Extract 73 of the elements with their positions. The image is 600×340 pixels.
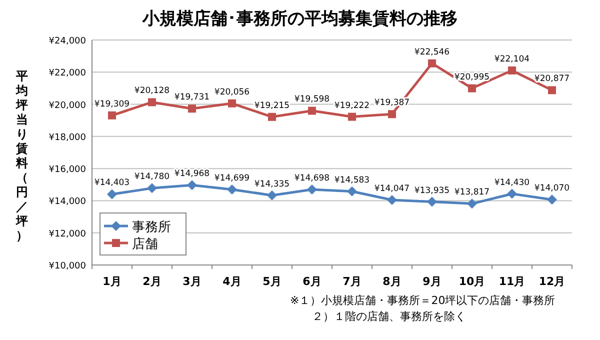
text: 平均坪当り賃料（円／坪）	[16, 69, 28, 242]
data-label: ¥14,430	[494, 178, 530, 188]
y-tick-label: ¥18,000	[48, 132, 86, 143]
x-tick-label: 7月	[342, 275, 362, 288]
data-label: ¥14,699	[214, 173, 250, 184]
legend-label: 店舗	[132, 236, 158, 252]
data-label: ¥14,070	[534, 184, 570, 194]
data-label: ¥20,877	[534, 74, 570, 84]
point	[108, 111, 116, 120]
x-tick-label: 11月	[498, 275, 526, 288]
x-tick-label: 1月	[102, 275, 122, 288]
data-label: ¥20,056	[214, 87, 250, 98]
point	[548, 86, 556, 94]
chart-title: 小規模店舗･事務所の平均募集賃料の推移	[142, 9, 458, 29]
point	[427, 196, 437, 207]
data-label: ¥20,995	[454, 72, 490, 82]
x-tick-label: 9月	[422, 275, 442, 288]
point	[268, 112, 276, 121]
data-label: ¥19,222	[334, 100, 370, 111]
point	[228, 99, 236, 108]
y-tick-label: ¥14,000	[48, 197, 86, 208]
point	[147, 183, 157, 194]
point	[467, 198, 477, 209]
x-tick-label: 2月	[142, 275, 162, 288]
x-tick-label: 3月	[182, 275, 202, 288]
legend-label: 事務所	[132, 220, 171, 235]
data-label: ¥14,698	[294, 173, 330, 184]
point	[188, 104, 196, 113]
x-tick-label: 10月	[458, 275, 486, 288]
data-label: ¥19,309	[94, 99, 130, 110]
point	[148, 98, 156, 106]
point	[187, 180, 197, 190]
point	[388, 110, 396, 118]
data-label: ¥22,546	[414, 47, 450, 58]
data-label: ¥14,403	[94, 178, 130, 188]
y-tick-label: ¥24,000	[48, 36, 86, 46]
x-tick-label: 8月	[382, 275, 402, 288]
point	[347, 186, 357, 196]
data-label: ¥19,598	[294, 94, 330, 105]
data-label: ¥13,817	[454, 188, 490, 198]
y-tick-label: ¥22,000	[48, 68, 86, 79]
y-tick-label: ¥12,000	[48, 229, 86, 240]
data-label: ¥13,935	[414, 186, 450, 196]
data-label: ¥20,128	[134, 86, 170, 96]
y-tick-label: ¥20,000	[48, 100, 86, 111]
point	[348, 112, 356, 121]
point	[267, 190, 277, 200]
point	[107, 189, 117, 200]
y-tick-label: ¥16,000	[48, 165, 86, 176]
point	[508, 66, 516, 74]
data-label: ¥19,731	[174, 92, 210, 103]
data-label: ¥14,780	[134, 172, 170, 182]
text: ２）１階の店舗、事務所を除く	[312, 310, 466, 323]
data-label: ¥14,968	[174, 169, 210, 180]
point	[308, 106, 316, 115]
point	[507, 188, 517, 199]
point	[428, 59, 436, 68]
x-tick-label: 5月	[262, 275, 282, 288]
point	[227, 184, 237, 194]
x-tick-label: 4月	[222, 275, 242, 288]
data-label: ¥22,104	[494, 54, 530, 64]
data-label: ¥19,215	[254, 100, 290, 111]
text: ※１）小規模店舗・事務所＝20坪以下の店舗・事務所	[290, 294, 556, 307]
point	[468, 84, 476, 92]
data-label: ¥14,335	[254, 179, 290, 190]
point	[547, 194, 557, 205]
data-label: ¥14,583	[334, 175, 370, 186]
y-tick-label: ¥10,000	[48, 262, 86, 272]
point	[387, 194, 397, 205]
x-tick-label: 6月	[302, 275, 322, 288]
data-label: ¥14,047	[374, 184, 410, 194]
x-tick-label: 12月	[538, 275, 566, 288]
point	[307, 184, 317, 194]
